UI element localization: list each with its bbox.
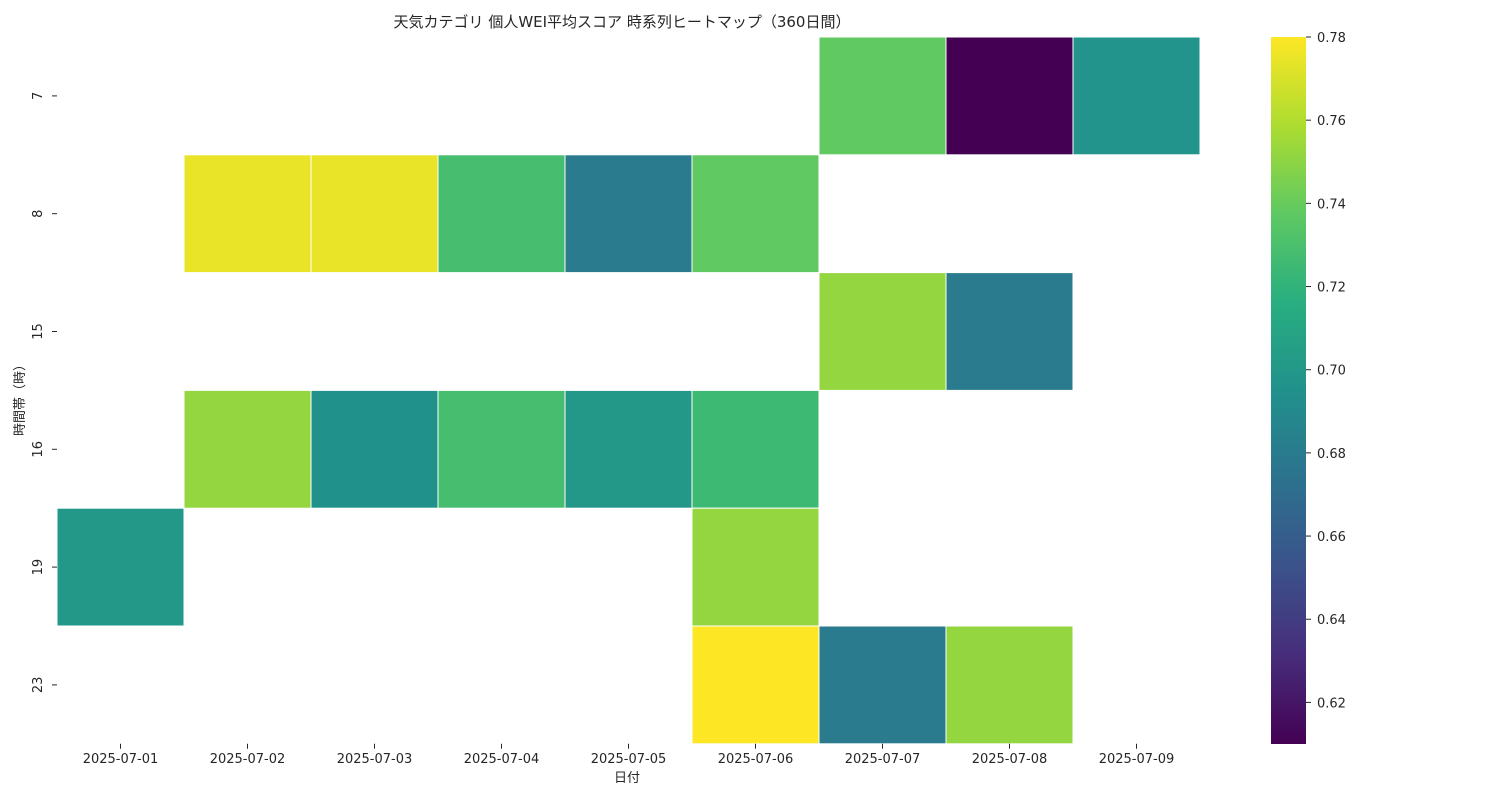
colorbar-tick-label: 0.64 — [1317, 613, 1346, 628]
colorbar-tick-label: 0.62 — [1317, 696, 1346, 711]
heatmap-cell — [691, 154, 820, 274]
colorbar-gradient — [1271, 37, 1306, 744]
heatmap-cells — [56, 36, 1201, 745]
colorbar-tick-label: 0.74 — [1317, 197, 1346, 212]
heatmap-cell — [310, 389, 439, 509]
x-tick-label: 2025-07-08 — [972, 752, 1048, 767]
chart-title: 天気カテゴリ 個人WEI平均スコア 時系列ヒートマップ（360日間） — [394, 13, 851, 31]
heatmap-cell — [691, 389, 820, 509]
y-tick-label: 8 — [31, 210, 46, 218]
x-tick-label: 2025-07-01 — [83, 752, 159, 767]
x-tick-label: 2025-07-07 — [845, 752, 921, 767]
x-axis-label: 日付 — [614, 771, 640, 786]
colorbar: 0.62 0.64 0.66 0.68 0.70 0.72 0.74 0.76 0.78 — [1271, 31, 1346, 744]
x-axis: 2025-07-01 2025-07-02 2025-07-03 2025-07-04… — [83, 743, 1175, 767]
heatmap-cell — [945, 272, 1074, 391]
heatmap-cell — [1072, 36, 1201, 156]
y-tick-label: 15 — [31, 323, 46, 340]
colorbar-tick-label: 0.76 — [1317, 114, 1346, 129]
heatmap-cell — [56, 507, 185, 627]
colorbar-tick-label: 0.68 — [1317, 447, 1346, 462]
x-tick-label: 2025-07-05 — [591, 752, 667, 767]
heatmap-cell — [437, 154, 566, 274]
heatmap-cell — [691, 625, 820, 745]
heatmap-cell — [183, 154, 312, 274]
y-tick-label: 16 — [31, 441, 46, 458]
y-axis: 7 8 15 16 19 23 — [31, 92, 57, 693]
heatmap-cell — [437, 389, 566, 509]
heatmap-cell — [564, 154, 693, 274]
x-tick-label: 2025-07-06 — [718, 752, 794, 767]
colorbar-tick-label: 0.72 — [1317, 281, 1346, 296]
heatmap-cell — [564, 389, 693, 509]
x-tick-label: 2025-07-03 — [337, 752, 413, 767]
colorbar-ticks: 0.62 0.64 0.66 0.68 0.70 0.72 0.74 0.76 0.78 — [1306, 31, 1346, 711]
y-tick-label: 19 — [31, 559, 46, 576]
colorbar-tick-label: 0.70 — [1317, 364, 1346, 379]
colorbar-tick-label: 0.66 — [1317, 530, 1346, 545]
heatmap-cell — [945, 625, 1074, 745]
x-tick-label: 2025-07-04 — [464, 752, 540, 767]
y-tick-label: 7 — [31, 92, 46, 100]
x-tick-label: 2025-07-09 — [1099, 752, 1175, 767]
heatmap-cell — [691, 507, 820, 627]
heatmap-cell — [183, 389, 312, 509]
colorbar-tick-label: 0.78 — [1317, 31, 1346, 46]
heatmap-cell — [818, 625, 947, 745]
heatmap-cell — [818, 36, 947, 156]
heatmap-cell — [945, 36, 1074, 156]
y-tick-label: 23 — [31, 677, 46, 694]
heatmap-cell — [310, 154, 439, 274]
x-tick-label: 2025-07-02 — [210, 752, 286, 767]
y-axis-label: 時間帯（時） — [13, 358, 28, 436]
heatmap-cell — [818, 272, 947, 391]
